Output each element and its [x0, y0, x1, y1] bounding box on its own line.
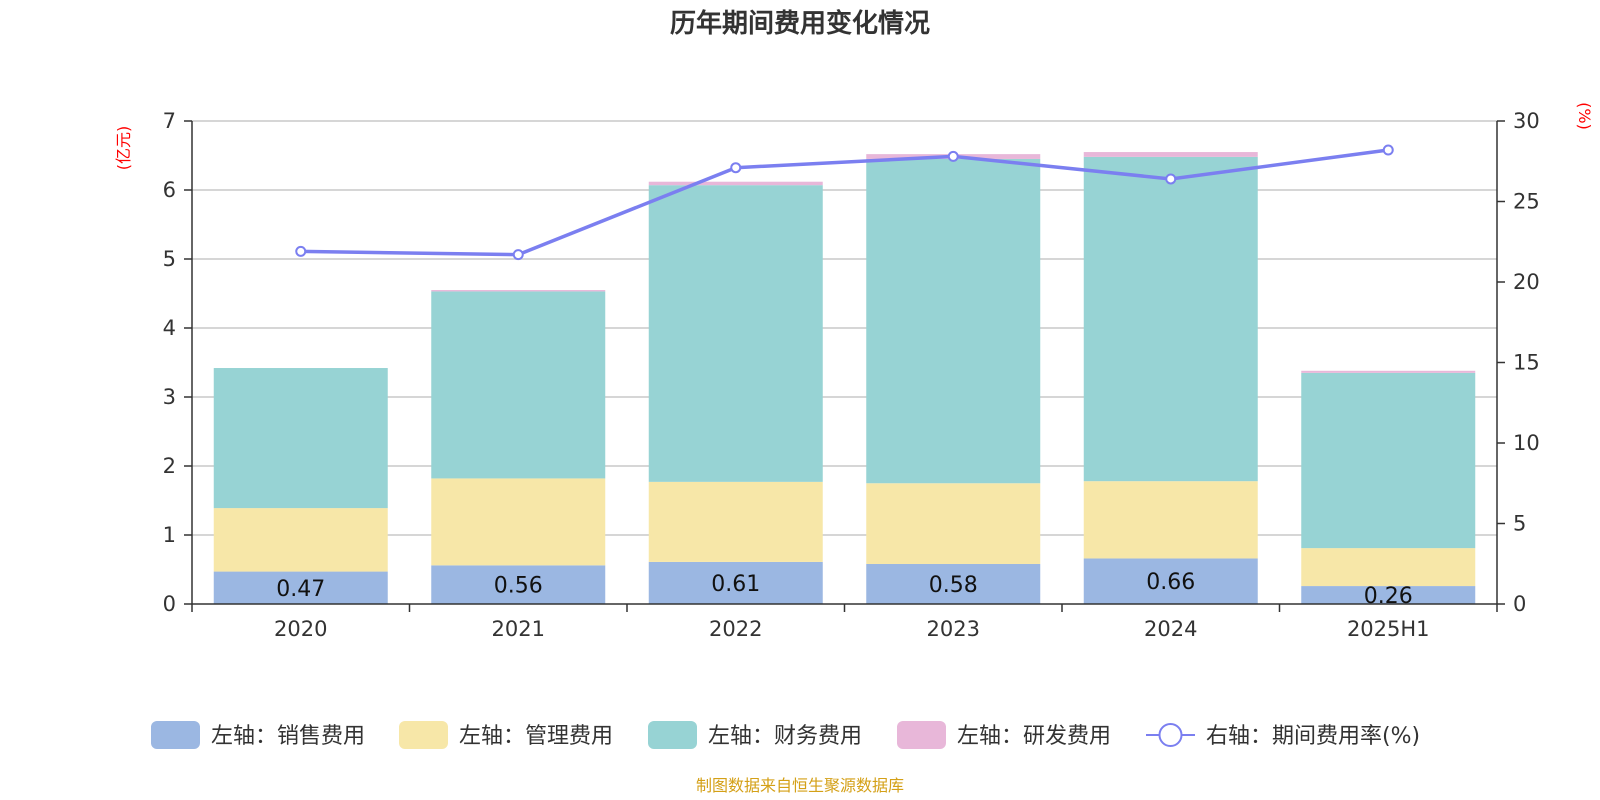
x-tick-label: 2024 — [1144, 617, 1197, 641]
bar-segment — [648, 481, 823, 562]
rate-line — [295, 144, 1394, 261]
x-tick-label: 2023 — [927, 617, 980, 641]
bar-data-label: 0.66 — [1146, 570, 1195, 595]
x-tick-label: 2020 — [274, 617, 327, 641]
rate-line-point — [1382, 144, 1394, 156]
bar-data-label: 0.47 — [276, 577, 325, 602]
legend-label: 左轴：销售费用 — [211, 724, 365, 749]
bar-segment — [1301, 548, 1476, 587]
bar-segment — [431, 478, 606, 566]
bar-segment — [866, 483, 1041, 564]
left-tick-label: 5 — [163, 247, 176, 271]
bar-segment — [1301, 370, 1476, 373]
x-tick-label: 2022 — [709, 617, 762, 641]
left-tick-label: 4 — [163, 316, 176, 340]
right-tick-label: 30 — [1513, 109, 1540, 133]
legend-swatch — [897, 721, 946, 749]
legend-point-swatch — [1158, 723, 1183, 747]
x-tick-label: 2025H1 — [1347, 617, 1430, 641]
right-axis-unit: (%) — [1575, 102, 1594, 130]
bar-segment — [1083, 558, 1258, 604]
bar-segment — [431, 291, 606, 479]
bar-segment — [648, 561, 823, 604]
right-tick-label: 20 — [1513, 270, 1540, 294]
bar-segment — [213, 368, 388, 509]
bar-data-label: 0.61 — [711, 572, 760, 597]
rate-line-point — [947, 150, 959, 162]
bar-segment — [648, 181, 823, 186]
bar-segment — [213, 508, 388, 572]
bar-segment — [1083, 152, 1258, 157]
source-note: 制图数据来自恒生聚源数据库 — [696, 776, 904, 795]
left-tick-label: 7 — [163, 109, 176, 133]
bar-segment — [866, 563, 1041, 604]
legend-label: 左轴：研发费用 — [957, 724, 1111, 749]
bar-data-label: 0.26 — [1364, 584, 1413, 609]
legend: 左轴：销售费用 左轴：管理费用 左轴：财务费用 左轴：研发费用 右轴：期间费用率(%) — [151, 721, 1420, 749]
bar-segment — [866, 158, 1041, 484]
left-tick-label: 6 — [163, 178, 176, 202]
left-tick-label: 0 — [163, 592, 176, 616]
rate-line-point — [512, 249, 524, 261]
bar-data-label: 0.56 — [494, 574, 543, 599]
bar-segment — [1083, 481, 1258, 559]
x-tick-label: 2021 — [492, 617, 545, 641]
chart-title: 历年期间费用变化情况 — [670, 8, 930, 39]
right-tick-label: 10 — [1513, 431, 1540, 455]
data-labels: 0.47 0.56 0.61 0.58 0.66 0.26 — [276, 570, 1412, 609]
rate-line-point — [730, 162, 742, 174]
bar-segment — [1083, 156, 1258, 482]
bar-segment — [648, 185, 823, 482]
rate-line-path — [300, 148, 1389, 257]
grid-lines — [192, 120, 1497, 536]
rate-line-point — [295, 245, 307, 257]
bar-segment — [431, 290, 606, 292]
bar-segment — [213, 571, 388, 604]
left-tick-label: 2 — [163, 454, 176, 478]
legend-swatch — [648, 721, 697, 749]
left-tick-label: 3 — [163, 385, 176, 409]
left-axis-unit: (亿元) — [114, 126, 133, 171]
legend-label: 右轴：期间费用率(%) — [1206, 724, 1420, 749]
left-tick-label: 1 — [163, 523, 176, 547]
right-tick-label: 5 — [1513, 512, 1526, 536]
bars — [213, 152, 1476, 604]
bar-segment — [431, 565, 606, 604]
bar-segment — [1301, 372, 1476, 549]
right-tick-label: 25 — [1513, 190, 1540, 214]
rate-line-point — [1165, 173, 1177, 185]
legend-swatch — [399, 721, 448, 749]
legend-label: 左轴：管理费用 — [459, 724, 613, 749]
legend-label: 左轴：财务费用 — [708, 724, 862, 749]
legend-swatch — [151, 721, 200, 749]
right-tick-label: 15 — [1513, 351, 1540, 375]
bar-segment — [1301, 586, 1476, 604]
right-tick-label: 0 — [1513, 592, 1526, 616]
bar-data-label: 0.58 — [929, 573, 978, 598]
axes: 0 1 2 3 4 5 6 7 0 5 10 15 20 25 30 2020 2021 2022 2023 2024… — [163, 109, 1540, 641]
